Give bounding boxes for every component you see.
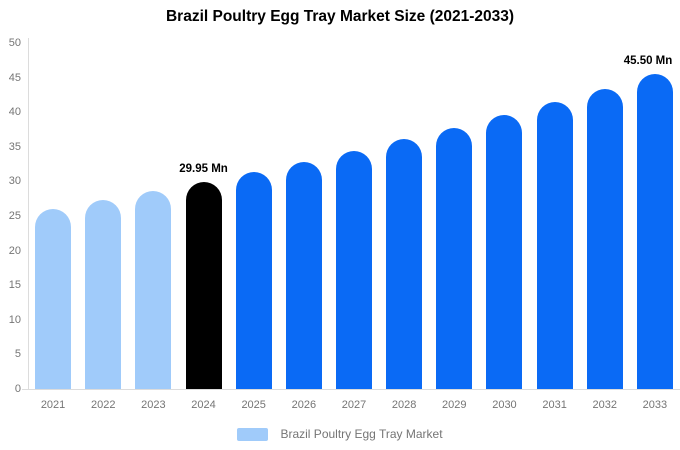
x-tick-label-2028: 2028: [391, 399, 417, 411]
x-axis-line: [22, 389, 680, 390]
bar-2022[interactable]: [85, 200, 122, 389]
bar-2028[interactable]: [386, 139, 423, 389]
x-tick-label-2025: 2025: [241, 399, 266, 411]
chart-title: Brazil Poultry Egg Tray Market Size (202…: [165, 8, 515, 25]
y-tick-label-25: 25: [8, 210, 21, 222]
x-tick-label-2022: 2022: [90, 399, 116, 411]
y-tick-label-5: 5: [14, 348, 21, 361]
bar-2025[interactable]: [235, 171, 272, 389]
x-tick-label-2032: 2032: [592, 399, 617, 411]
y-tick-label-10: 10: [8, 313, 21, 326]
bar-2027[interactable]: [336, 150, 372, 389]
bar-2029[interactable]: [436, 127, 473, 389]
x-tick-label-2033: 2033: [642, 399, 668, 411]
y-tick-label-15: 15: [8, 279, 21, 292]
x-tick-label-2031: 2031: [542, 399, 567, 411]
y-tick-label-0: 0: [14, 383, 21, 395]
bar-2026[interactable]: [285, 161, 322, 389]
legend[interactable]: Brazil Poultry Egg Tray Market: [0, 426, 680, 442]
x-tick-label-2027: 2027: [341, 399, 367, 411]
y-tick-label-20: 20: [8, 244, 21, 257]
bar-2031[interactable]: [536, 102, 573, 389]
bar-2023[interactable]: [135, 191, 172, 389]
y-axis-line: [28, 38, 29, 389]
y-tick-label-50: 50: [8, 37, 21, 49]
y-tick-label-40: 40: [8, 106, 21, 119]
y-tick-label-30: 30: [8, 175, 21, 188]
bar-2030[interactable]: [486, 115, 523, 389]
bar-2032[interactable]: [586, 88, 623, 389]
bar-2021[interactable]: [35, 208, 72, 389]
bar-2024[interactable]: [185, 181, 222, 389]
data-label-2024: 29.95 Mn: [179, 162, 228, 175]
x-tick-label-2026: 2026: [291, 399, 317, 411]
data-label-2033: 45.50 Mn: [623, 55, 673, 68]
bar-2033[interactable]: [636, 74, 673, 389]
legend-swatch-icon: [237, 427, 269, 441]
x-tick-label-2023: 2023: [141, 399, 166, 411]
x-tick-label-2029: 2029: [442, 399, 467, 411]
x-tick-label-2030: 2030: [492, 399, 517, 411]
x-tick-label-2021: 2021: [40, 399, 66, 411]
y-tick-label-35: 35: [8, 140, 21, 153]
y-tick-label-45: 45: [8, 71, 21, 84]
legend-label: Brazil Poultry Egg Tray Market: [280, 427, 443, 441]
x-tick-label-2024: 2024: [191, 399, 216, 411]
